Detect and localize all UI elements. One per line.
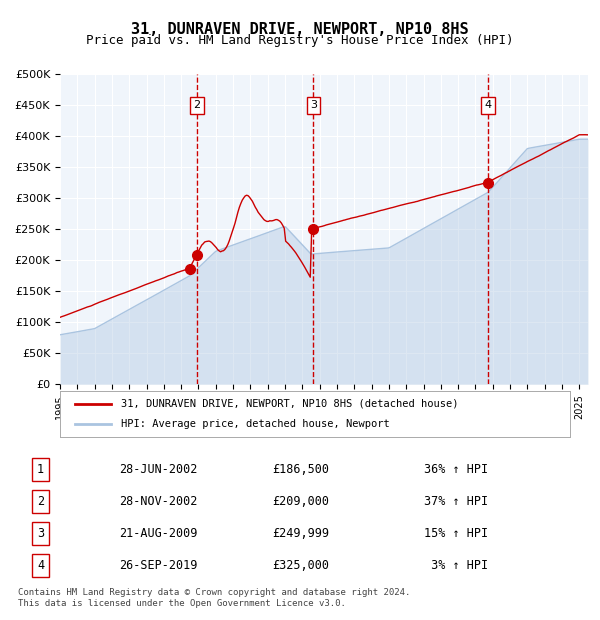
Text: Price paid vs. HM Land Registry's House Price Index (HPI): Price paid vs. HM Land Registry's House … xyxy=(86,34,514,47)
Text: 3: 3 xyxy=(37,527,44,540)
Text: 2: 2 xyxy=(37,495,44,508)
Text: £249,999: £249,999 xyxy=(272,527,329,540)
Text: 31, DUNRAVEN DRIVE, NEWPORT, NP10 8HS: 31, DUNRAVEN DRIVE, NEWPORT, NP10 8HS xyxy=(131,22,469,37)
Text: 2: 2 xyxy=(193,100,200,110)
Text: HPI: Average price, detached house, Newport: HPI: Average price, detached house, Newp… xyxy=(121,419,390,429)
Text: 3: 3 xyxy=(310,100,317,110)
Text: 4: 4 xyxy=(485,100,492,110)
Text: 4: 4 xyxy=(37,559,44,572)
Text: 28-JUN-2002: 28-JUN-2002 xyxy=(119,463,198,476)
Text: 3% ↑ HPI: 3% ↑ HPI xyxy=(424,559,488,572)
Text: 37% ↑ HPI: 37% ↑ HPI xyxy=(424,495,488,508)
Text: 36% ↑ HPI: 36% ↑ HPI xyxy=(424,463,488,476)
Text: £209,000: £209,000 xyxy=(272,495,329,508)
Text: £325,000: £325,000 xyxy=(272,559,329,572)
Text: 15% ↑ HPI: 15% ↑ HPI xyxy=(424,527,488,540)
Text: 31, DUNRAVEN DRIVE, NEWPORT, NP10 8HS (detached house): 31, DUNRAVEN DRIVE, NEWPORT, NP10 8HS (d… xyxy=(121,399,459,409)
Text: £186,500: £186,500 xyxy=(272,463,329,476)
Text: 21-AUG-2009: 21-AUG-2009 xyxy=(119,527,198,540)
Text: 28-NOV-2002: 28-NOV-2002 xyxy=(119,495,198,508)
Text: 1: 1 xyxy=(37,463,44,476)
Text: Contains HM Land Registry data © Crown copyright and database right 2024.
This d: Contains HM Land Registry data © Crown c… xyxy=(18,588,410,608)
Text: 26-SEP-2019: 26-SEP-2019 xyxy=(119,559,198,572)
